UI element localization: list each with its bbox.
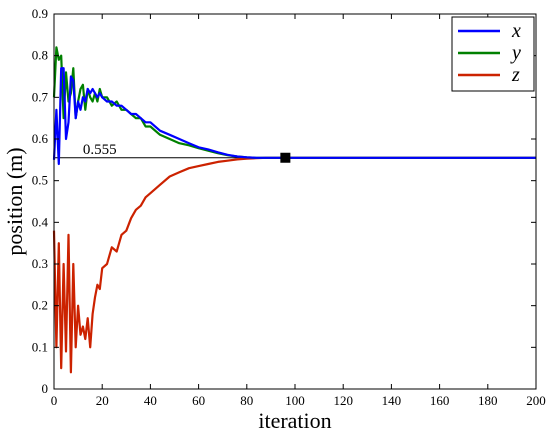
y-tick-label: 0 xyxy=(42,381,49,396)
y-tick-label: 0.3 xyxy=(32,256,48,271)
legend: xyz xyxy=(451,16,535,92)
y-tick-label: 0.6 xyxy=(32,131,49,146)
series-layer: 0.555 xyxy=(52,46,536,374)
y-tick-label: 0.8 xyxy=(32,48,48,63)
legend-label-z: z xyxy=(511,64,520,86)
series-line-z xyxy=(52,156,536,374)
reference-line-label: 0.555 xyxy=(83,142,117,158)
y-tick-label: 0.4 xyxy=(32,214,49,229)
x-tick-label: 140 xyxy=(382,393,402,408)
x-tick-label: 80 xyxy=(240,393,253,408)
x-axis-label: iteration xyxy=(258,408,331,432)
convergence-marker xyxy=(280,152,291,163)
x-tick-label: 120 xyxy=(333,393,353,408)
x-tick-label: 180 xyxy=(478,393,498,408)
y-tick-label: 0.7 xyxy=(32,89,49,104)
x-tick-label: 0 xyxy=(51,393,58,408)
axes-layer: 0 20 40 60 80 100 120 140 160 180 200 0 0.1 0.2 0.3 0.4… xyxy=(2,6,546,432)
x-tick-label: 160 xyxy=(430,393,450,408)
y-tick-label: 0.2 xyxy=(32,298,48,313)
x-tick-label: 40 xyxy=(144,393,157,408)
y-tick-label: 0.1 xyxy=(32,339,48,354)
y-axis-label: position (m) xyxy=(2,147,27,255)
x-tick-label: 200 xyxy=(526,393,546,408)
y-tick-label: 0.5 xyxy=(32,173,48,188)
legend-label-x: x xyxy=(511,20,521,42)
legend-label-y: y xyxy=(510,42,521,64)
x-tick-label: 100 xyxy=(285,393,305,408)
y-tick-label: 0.9 xyxy=(32,6,48,21)
x-tick-label: 60 xyxy=(192,393,205,408)
x-tick-label: 20 xyxy=(96,393,109,408)
series-line-x xyxy=(52,67,536,166)
